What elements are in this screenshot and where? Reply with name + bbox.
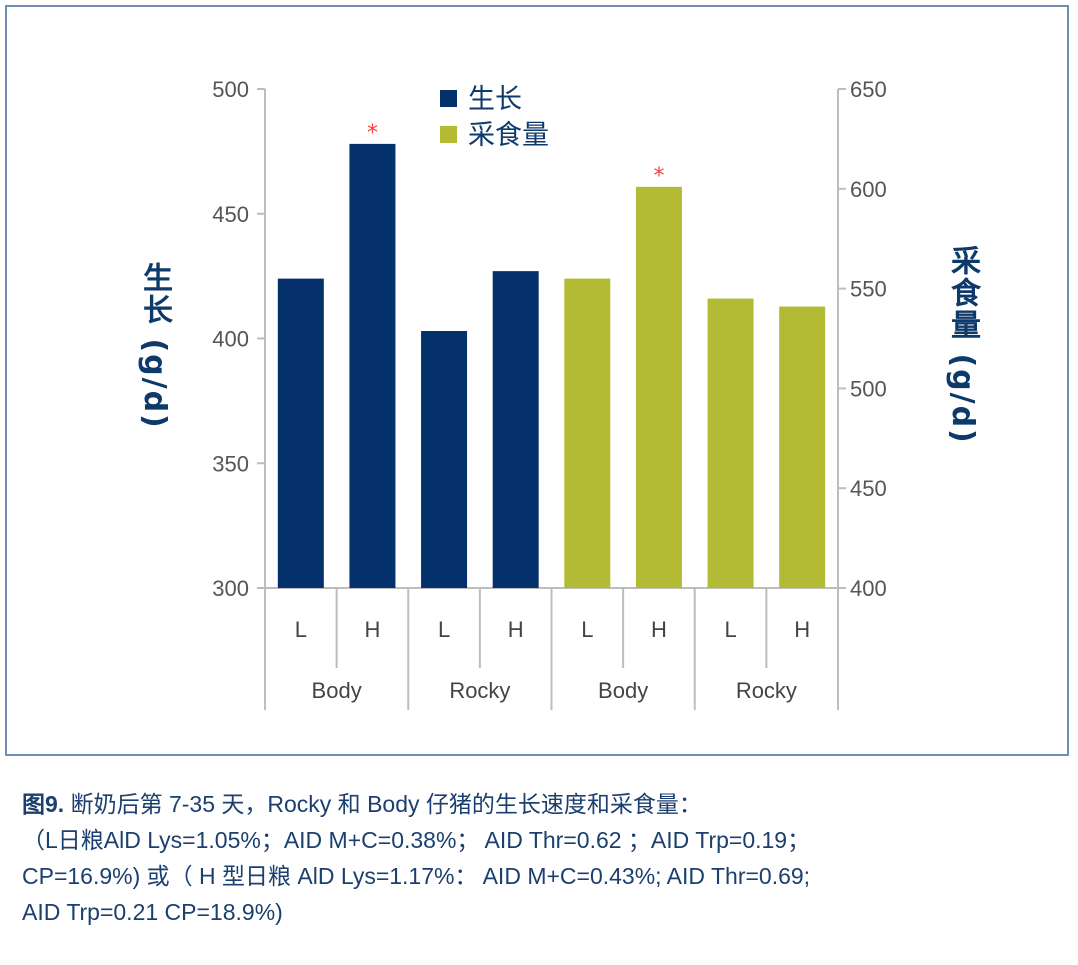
bar-growth: [492, 271, 539, 588]
right-axis-title: 采食量 (g/d): [945, 245, 980, 445]
right-tick-label: 550: [850, 277, 887, 302]
category-label: L: [438, 617, 450, 642]
bar-feed-intake: [564, 278, 611, 588]
significance-star: *: [653, 164, 664, 189]
group-label: Body: [312, 678, 362, 703]
caption-line-1: 断奶后第 7-35 天，Rocky 和 Body 仔猪的生长速度和采食量：: [64, 791, 702, 817]
legend-label: 采食量: [468, 120, 549, 151]
right-tick-label: 650: [850, 77, 887, 102]
legend-label: 生长: [468, 84, 522, 115]
caption-line-2: （L日粮AlD Lys=1.05%；AID M+C=0.38%； AID Thr…: [22, 827, 811, 853]
bar-feed-intake: [779, 306, 826, 588]
significance-star: *: [367, 121, 378, 146]
category-label: H: [364, 617, 380, 642]
right-tick-label: 600: [850, 177, 887, 202]
left-tick-label: 500: [212, 77, 249, 102]
legend-swatch: [440, 90, 457, 107]
figure-caption: 图9. 断奶后第 7-35 天，Rocky 和 Body 仔猪的生长速度和采食量…: [22, 786, 1062, 930]
group-label: Rocky: [736, 678, 797, 703]
caption-lead: 图9.: [22, 791, 65, 817]
group-label: Body: [598, 678, 648, 703]
right-tick-label: 400: [850, 576, 887, 601]
left-tick-label: 450: [212, 202, 249, 227]
bar-chart: 300 350 400 450 500 400 450 500 550 600 650 L H L H L H L…: [212, 77, 887, 710]
figure-frame: [5, 5, 1069, 756]
group-label: Rocky: [449, 678, 510, 703]
caption-line-4: AID Trp=0.21 CP=18.9%): [22, 899, 283, 925]
category-label: L: [295, 617, 307, 642]
category-label: L: [581, 617, 593, 642]
category-label: H: [651, 617, 667, 642]
caption-line-3: CP=16.9%) 或（ H 型日粮 AlD Lys=1.17%： AID M+…: [22, 863, 811, 889]
bar-feed-intake: [635, 186, 682, 588]
right-tick-label: 500: [850, 376, 887, 401]
bar-growth: [277, 278, 324, 588]
left-tick-label: 300: [212, 576, 249, 601]
bar-feed-intake: [707, 298, 754, 588]
right-tick-label: 450: [850, 476, 887, 501]
category-label: H: [508, 617, 524, 642]
left-axis-title: 生长 (g/d): [137, 262, 172, 430]
category-label: H: [794, 617, 810, 642]
bar-growth: [421, 331, 468, 588]
category-label: L: [724, 617, 736, 642]
bar-growth: [349, 143, 396, 588]
legend-swatch: [440, 126, 457, 143]
left-tick-label: 400: [212, 327, 249, 352]
left-tick-label: 350: [212, 451, 249, 476]
